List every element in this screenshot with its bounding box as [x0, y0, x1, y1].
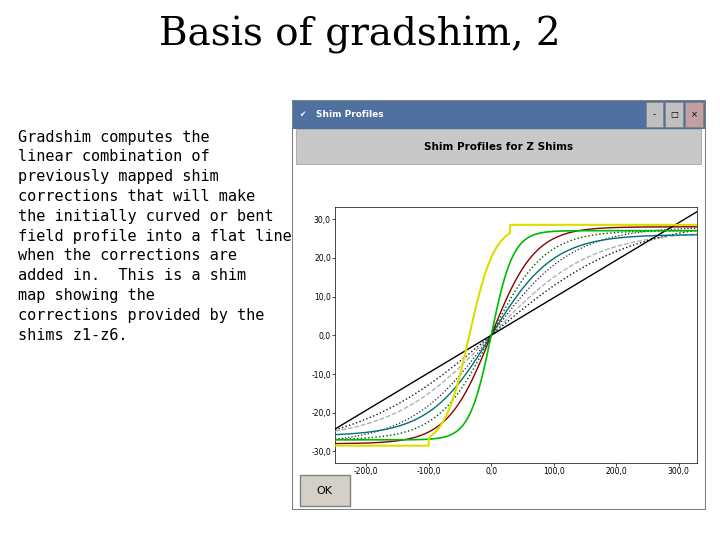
Bar [296, 130, 701, 164]
Text: □: □ [670, 110, 678, 119]
Bar [300, 475, 350, 506]
Text: Gradshim computes the
linear combination of
previously mapped shim
corrections t: Gradshim computes the linear combination… [18, 130, 292, 342]
Bar [665, 103, 683, 127]
Bar [685, 103, 703, 127]
Text: Basis of gradshim, 2: Basis of gradshim, 2 [159, 16, 561, 54]
Text: ✔: ✔ [299, 110, 305, 119]
Text: -: - [653, 110, 656, 119]
Text: OK: OK [317, 486, 333, 496]
Text: Shim Profiles: Shim Profiles [317, 110, 384, 119]
Text: ×: × [690, 110, 698, 119]
Text: Shim Profiles for Z Shims: Shim Profiles for Z Shims [424, 142, 573, 152]
Bar [646, 103, 663, 127]
Bar [292, 100, 706, 130]
